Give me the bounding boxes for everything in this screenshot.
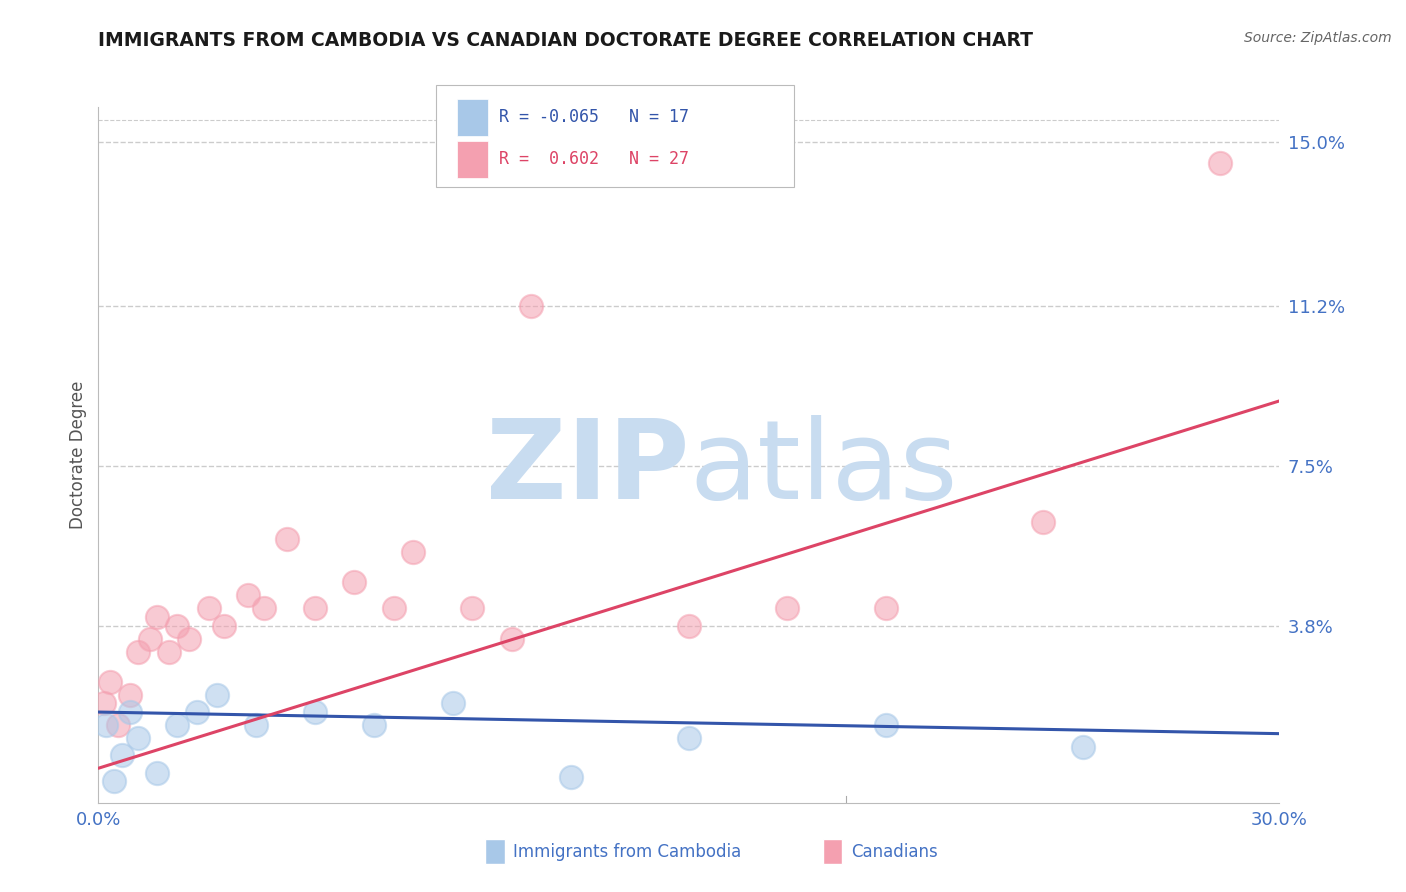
Point — [343, 575, 366, 590]
Text: Canadians: Canadians — [851, 843, 938, 861]
Text: IMMIGRANTS FROM CAMBODIA VS CANADIAN DOCTORATE DEGREE CORRELATION CHART: IMMIGRANTS FROM CAMBODIA VS CANADIAN DOC… — [98, 31, 1033, 50]
Point — [111, 748, 134, 763]
Point — [118, 688, 141, 702]
Point — [276, 532, 298, 546]
Text: Immigrants from Cambodia: Immigrants from Cambodia — [513, 843, 741, 861]
Point — [93, 697, 115, 711]
Point — [245, 718, 267, 732]
Point — [678, 731, 700, 745]
Point — [875, 718, 897, 732]
Y-axis label: Doctorate Degree: Doctorate Degree — [69, 381, 87, 529]
Point — [1209, 156, 1232, 170]
Point — [253, 601, 276, 615]
Point — [127, 731, 149, 745]
Text: R = -0.065   N = 17: R = -0.065 N = 17 — [499, 108, 689, 127]
Point — [146, 610, 169, 624]
Point — [103, 774, 125, 789]
Point — [177, 632, 200, 646]
Text: atlas: atlas — [689, 416, 957, 523]
Point — [560, 770, 582, 784]
Point — [166, 618, 188, 632]
Point — [166, 718, 188, 732]
Point — [205, 688, 228, 702]
Point — [875, 601, 897, 615]
Text: R =  0.602   N = 27: R = 0.602 N = 27 — [499, 151, 689, 169]
Point — [461, 601, 484, 615]
Point — [118, 705, 141, 719]
Point — [382, 601, 405, 615]
Point — [107, 718, 129, 732]
Point — [1032, 515, 1054, 529]
Point — [157, 644, 180, 658]
Point — [1071, 739, 1094, 754]
Point — [146, 765, 169, 780]
Text: ZIP: ZIP — [485, 416, 689, 523]
Point — [96, 718, 118, 732]
Point — [520, 299, 543, 313]
Point — [776, 601, 799, 615]
Point — [304, 705, 326, 719]
Point — [98, 674, 121, 689]
Point — [678, 618, 700, 632]
Text: Source: ZipAtlas.com: Source: ZipAtlas.com — [1244, 31, 1392, 45]
Point — [214, 618, 236, 632]
Point — [501, 632, 523, 646]
Point — [236, 588, 259, 602]
Point — [127, 644, 149, 658]
Point — [138, 632, 160, 646]
Point — [441, 697, 464, 711]
Point — [186, 705, 208, 719]
Point — [304, 601, 326, 615]
Point — [402, 545, 425, 559]
Point — [363, 718, 385, 732]
Point — [197, 601, 219, 615]
